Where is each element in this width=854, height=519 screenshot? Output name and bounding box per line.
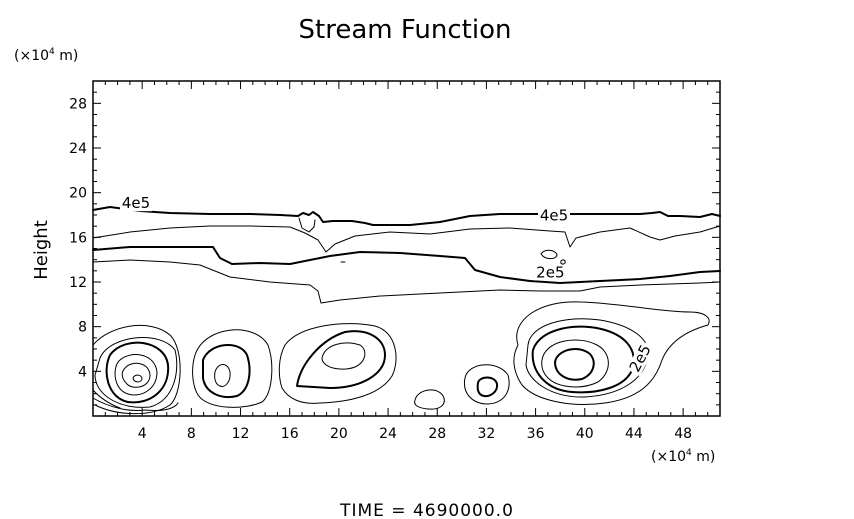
contour-small-dot <box>560 259 566 265</box>
contour-label: 4e5 <box>538 206 571 224</box>
x-tick-label: 48 <box>674 426 692 442</box>
contour-vortex1-4 <box>114 354 158 396</box>
contour-4e5-wiggle <box>298 217 316 233</box>
y-tick-label: 16 <box>69 230 87 246</box>
x-tick-label: 32 <box>477 426 495 442</box>
contour-label-bg <box>626 340 655 377</box>
contour-vortex1-bottom <box>92 397 179 411</box>
x-tick-label: 4 <box>138 426 147 442</box>
contour-label-bg <box>538 208 571 224</box>
x-axis-unit: (×104 m) <box>651 448 715 465</box>
contour-thin-upper <box>92 225 721 253</box>
x-tick-label: 28 <box>428 426 446 442</box>
contour-vortex3-outer <box>278 323 397 404</box>
y-axis-unit: (×104 m) <box>14 47 78 64</box>
contour-label-bg <box>120 196 153 212</box>
contour-label-text: 2e5 <box>536 263 564 281</box>
contour-bubble-28 <box>414 389 445 410</box>
contour-vortex1-5 <box>121 362 151 388</box>
contour-vortex5-outer <box>513 301 710 405</box>
contour-vortex1-core <box>132 374 143 383</box>
x-tick-label: 24 <box>379 426 397 442</box>
x-tick-label: 40 <box>576 426 594 442</box>
contour-bottom-left <box>92 389 121 409</box>
contour-vortex5-3 <box>531 325 635 394</box>
contour-vortex5-4 <box>541 339 609 388</box>
x-tick-label: 8 <box>187 426 196 442</box>
contour-vortex1-3 <box>105 341 170 404</box>
y-tick-label: 4 <box>78 364 87 380</box>
y-axis-ticks: 4 8 12 16 20 24 28 <box>69 91 720 406</box>
contour-thin-lower <box>92 259 721 304</box>
contour-vortex1-2 <box>94 337 178 408</box>
contour-vortex3-inner <box>321 342 366 370</box>
y-tick-label: 12 <box>69 275 87 291</box>
contour-label: 4e5 <box>120 194 153 212</box>
y-tick-label: 8 <box>78 320 87 336</box>
contour-4e5-upper <box>92 206 721 226</box>
contour-label-bg <box>534 265 567 281</box>
x-tick-label: 16 <box>281 426 299 442</box>
x-tick-label: 36 <box>527 426 545 442</box>
contour-label-text: 4e5 <box>122 194 150 212</box>
contour-vortex1-outer <box>92 324 181 415</box>
contour-lines <box>92 206 721 415</box>
contour-vortex2-outer <box>192 329 273 408</box>
contour-2e5-upper <box>92 246 721 284</box>
contour-label-text: 4e5 <box>540 206 568 224</box>
contour-small-oval-a <box>540 249 558 260</box>
contour-vortex3-mid <box>296 330 386 389</box>
y-tick-label: 28 <box>69 96 87 112</box>
chart-title: Stream Function <box>299 15 512 45</box>
contour-vortex5-core <box>554 347 595 381</box>
y-tick-label: 24 <box>69 141 87 157</box>
x-tick-label: 12 <box>232 426 250 442</box>
contour-vortex4-outer <box>463 364 510 405</box>
x-axis-ticks: 4 8 12 16 20 24 28 32 36 40 44 48 <box>104 81 709 442</box>
contour-vortex2-inner <box>214 364 231 387</box>
y-axis-label: Height <box>31 220 52 280</box>
contour-vortex4-inner <box>476 376 499 398</box>
x-tick-label: 20 <box>330 426 348 442</box>
x-tick-label: 44 <box>625 426 643 442</box>
y-tick-label: 20 <box>69 186 87 202</box>
contour-label: 2e5 <box>534 263 567 281</box>
contour-vortex2-mid <box>202 343 251 398</box>
time-footer: TIME = 4690000.0 <box>339 501 514 519</box>
